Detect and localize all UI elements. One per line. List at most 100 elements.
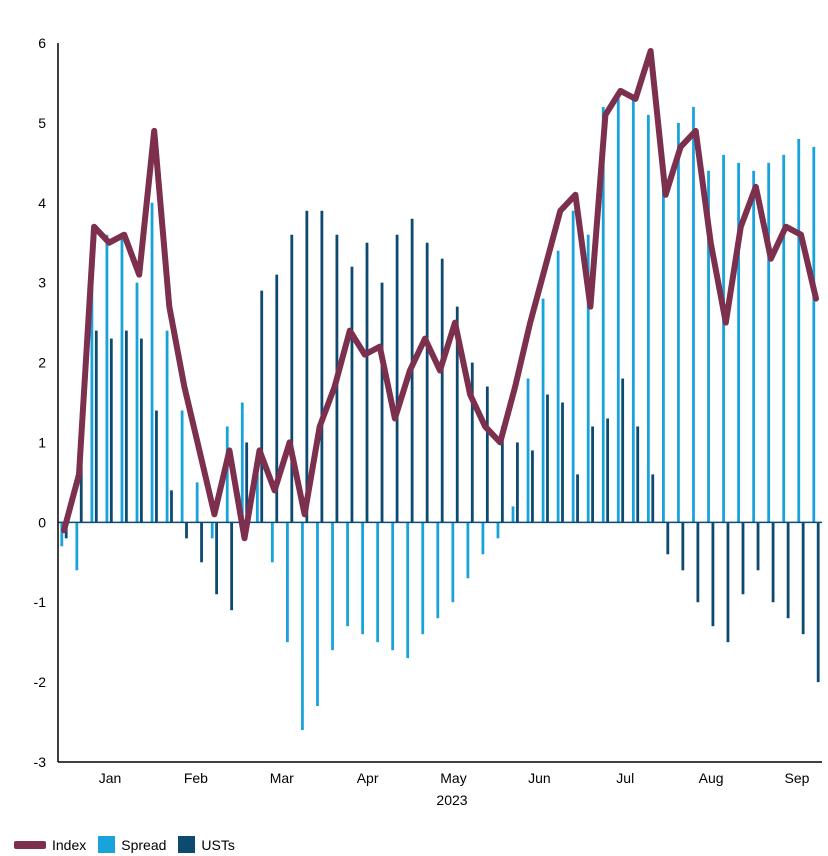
usts-bar [185,522,188,539]
spread-bar [150,202,154,523]
usts-bar [320,210,324,523]
spread-bar [541,298,545,523]
spread-bar [286,522,289,643]
usts-bar [124,330,128,523]
usts-bar [696,522,700,603]
spread-bar [526,378,530,523]
spread-bar [436,522,440,619]
usts-bar [546,394,549,523]
x-tick-label: Mar [270,770,294,786]
spread-bar [195,482,199,523]
usts-bar [681,522,685,571]
spread-bar [722,154,725,523]
usts-bar [109,338,113,523]
x-tick-label: Sep [785,770,810,786]
spread-bar [466,522,470,579]
spread-bar [135,282,139,523]
usts-bar [606,418,610,523]
spread-bar [571,210,575,523]
usts-bar [561,402,564,523]
legend-label-spread: Spread [121,836,167,853]
usts-bar [275,274,279,523]
usts-bar [365,242,369,523]
x-tick-label: Apr [357,770,379,786]
usts-bar [516,442,519,523]
usts-bar [155,410,158,523]
usts-bar [711,522,715,627]
legend-item-usts: USTs [178,836,235,853]
usts-bar [260,290,264,523]
spread-bar [511,506,515,523]
spread-bar [601,106,605,523]
spread-bar [646,114,650,523]
usts-bar [636,426,640,523]
spread-bar [165,330,169,523]
spread-bar [752,170,756,523]
spread-bar [346,522,349,627]
legend-item-spread: Spread [98,836,166,853]
spread-bar [210,522,214,539]
spread-bar [376,522,380,643]
usts-bar [140,338,143,523]
usts-bar [771,522,775,603]
spread-bar [391,522,395,651]
y-tick-label: 3 [38,275,46,291]
x-tick-label: May [440,770,466,786]
x-tick-label: Jun [528,770,551,786]
usts-bar [470,362,474,523]
spread-bar [75,522,79,571]
spread-bar [225,426,229,523]
usts-bar [245,442,249,523]
spread-bar [255,474,259,523]
usts-bar [500,426,504,523]
usts-bar [651,474,655,523]
spread-bar [616,98,620,523]
usts-bar [786,522,790,619]
y-tick-label: -3 [34,754,47,770]
spread-bar [767,162,771,523]
spread-bar [707,170,710,523]
y-tick-label: 2 [38,355,46,371]
spread-bar [496,522,500,539]
y-tick-label: 4 [38,195,46,211]
usts-bar [741,522,745,595]
spread-bar [270,522,274,563]
y-tick-label: 6 [38,35,46,51]
legend-swatch-usts [178,836,196,853]
usts-bar [215,522,218,595]
spread-bar [105,234,109,523]
spread-bar [556,250,560,523]
spread-bar [120,234,124,523]
spread-bar [406,522,410,659]
usts-bar [756,522,760,571]
spread-bar [586,234,590,523]
spread-bar [692,106,695,523]
usts-bar [395,234,399,523]
spread-bar [331,522,334,651]
x-axis-label: 2023 [436,792,467,808]
spread-bar [631,98,635,523]
usts-bar [425,242,429,523]
usts-bars [64,210,820,683]
x-tick-label: Jan [99,770,122,786]
x-tick-label: Jul [616,770,634,786]
spread-bar [737,162,740,523]
usts-bar [485,386,489,523]
spread-bar [451,522,455,603]
x-tick-label: Aug [699,770,724,786]
spread-bar [782,154,786,523]
legend: Index Spread USTs [14,836,247,853]
usts-bar [621,378,625,523]
usts-bar [440,258,444,523]
usts-bar [305,210,309,523]
usts-bar [726,522,730,643]
usts-bar [455,306,459,523]
y-tick-label: 5 [38,115,46,131]
legend-label-index: Index [52,836,87,853]
spread-bar [481,522,485,555]
x-tick-labels: Jan Feb Mar Apr May Jun Jul Aug Sep [99,770,810,786]
legend-item-index: Index [14,837,86,853]
spread-bar [421,522,425,635]
spread-bar [180,410,184,523]
spread-bar [316,522,319,707]
